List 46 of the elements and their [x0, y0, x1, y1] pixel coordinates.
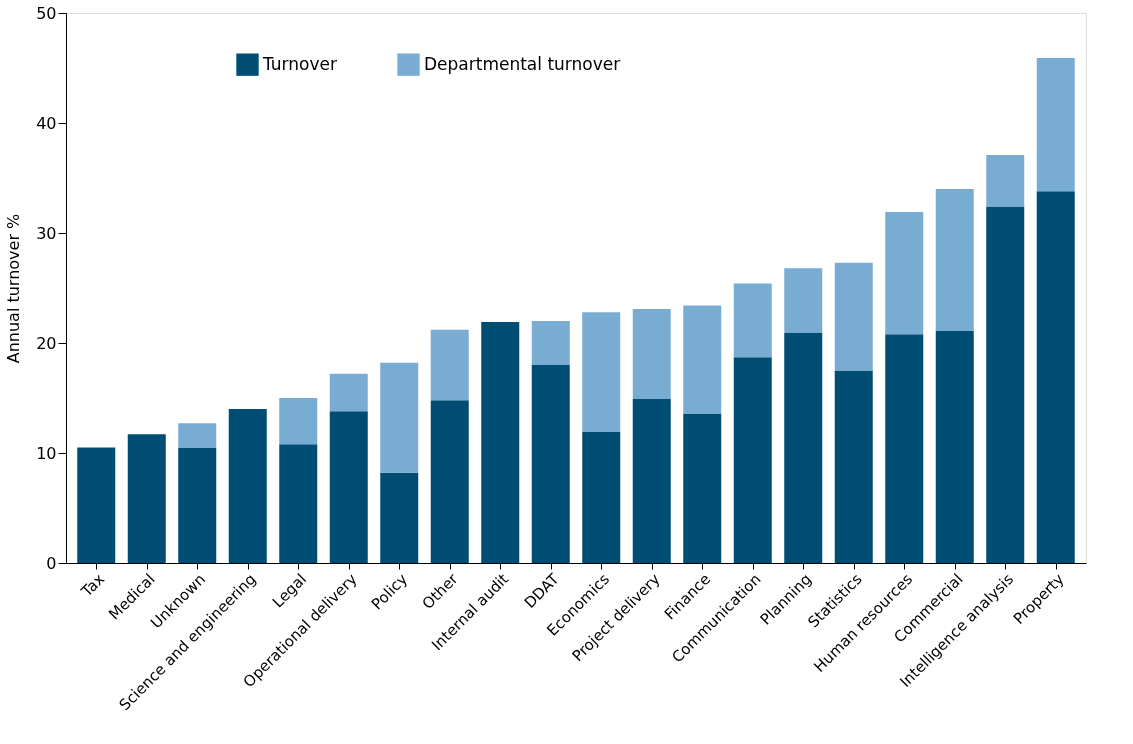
bar [683, 413, 722, 563]
bar [1036, 58, 1075, 192]
bar [178, 423, 217, 448]
bar [784, 333, 823, 563]
y-tick-label: 10 [36, 443, 57, 463]
bar [178, 447, 217, 563]
bar [531, 365, 570, 563]
bar [430, 329, 469, 401]
bar [733, 283, 772, 358]
bar [279, 398, 318, 445]
bar [279, 444, 318, 563]
bar [127, 434, 166, 563]
bar [380, 472, 419, 563]
bar [784, 268, 823, 334]
bar [329, 411, 368, 563]
bar [935, 330, 974, 563]
bar [228, 409, 267, 563]
bar [1036, 191, 1075, 563]
bar [531, 321, 570, 365]
y-tick-label: 30 [36, 223, 57, 243]
x-tick-label: Tax [77, 570, 109, 602]
bar [935, 189, 974, 331]
bar [380, 362, 419, 473]
bar [834, 262, 873, 371]
bar [986, 154, 1025, 207]
y-tick-label: 50 [36, 3, 57, 23]
legend-label: Turnover [262, 53, 337, 74]
bar [885, 334, 924, 563]
bar [733, 357, 772, 563]
bar [986, 206, 1025, 563]
bar [77, 447, 116, 563]
y-tick-label: 0 [46, 553, 57, 573]
bar [683, 305, 722, 414]
y-tick-label: 20 [36, 333, 57, 353]
bar [582, 432, 621, 563]
bar [834, 370, 873, 563]
bar [481, 322, 520, 563]
bar [329, 373, 368, 412]
bar [582, 312, 621, 433]
bar [430, 400, 469, 563]
bar [632, 308, 671, 400]
y-tick-label: 40 [36, 113, 57, 133]
bar [885, 212, 924, 335]
legend-label: Departmental turnover [424, 53, 621, 74]
bar [632, 399, 671, 563]
y-axis-title: Annual turnover % [4, 213, 24, 364]
